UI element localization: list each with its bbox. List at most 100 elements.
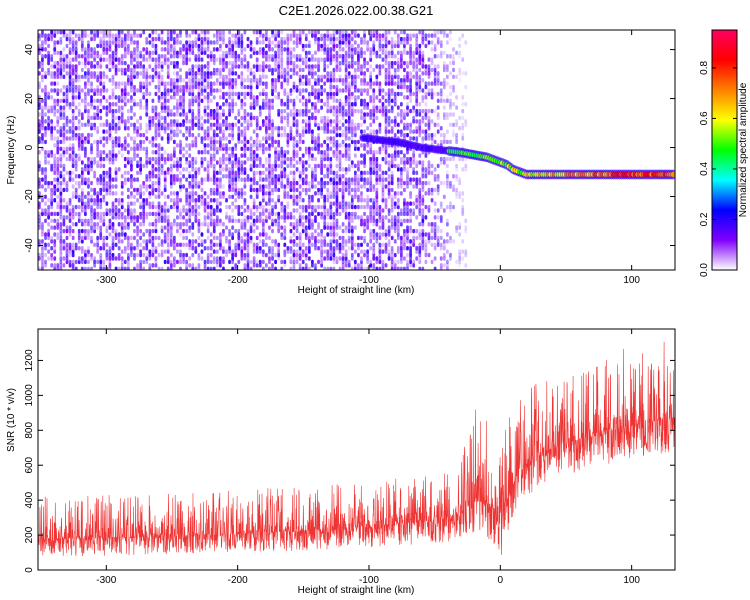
spectrogram-cell (56, 136, 60, 141)
spectrogram-cell (65, 150, 69, 155)
spectrogram-cell (56, 40, 60, 45)
spectrogram-cell (44, 84, 47, 90)
spectrogram-cell (62, 108, 66, 114)
spectrogram-cell (130, 184, 133, 189)
spectrogram-cell (225, 136, 228, 141)
spectrogram-cell (172, 36, 176, 42)
spectrogram-cell (304, 74, 308, 80)
spectrogram-cell (136, 33, 139, 38)
spectrogram-cell (360, 249, 363, 254)
spectrogram-cell (74, 204, 78, 210)
spectrogram-cell (240, 146, 244, 152)
spectrogram-cell (188, 67, 192, 73)
spectrogram-cell (90, 225, 93, 230)
spectrogram-cell (53, 64, 57, 69)
spectrogram-cell (123, 54, 127, 59)
spectrogram-cell (212, 198, 216, 203)
spectrogram-cell (59, 259, 63, 265)
spectrogram-cell (142, 208, 146, 213)
spectrogram-cell (77, 136, 81, 141)
spectrogram-cell (166, 88, 170, 93)
spectrogram-cell (295, 139, 299, 145)
spectrogram-cell (338, 143, 342, 148)
spectrogram-cell (96, 198, 100, 203)
spectrogram-cell (154, 129, 158, 134)
spectrogram-cell (68, 129, 72, 134)
spectrogram-cell (387, 174, 391, 179)
spectrogram-cell (145, 126, 149, 131)
spectrogram-cell (265, 191, 268, 196)
spectrogram-cell (323, 194, 327, 200)
spectrogram-cell (298, 184, 302, 189)
spectrogram-cell (47, 126, 50, 131)
spectrogram-cell (222, 167, 225, 172)
spectrogram-cell (197, 132, 201, 138)
spectrogram-cell (393, 163, 397, 169)
spectrogram-cell (99, 102, 103, 107)
spectrogram-cell (255, 235, 259, 241)
spectrogram-cell (295, 208, 299, 213)
spectrogram-cell (44, 235, 47, 241)
spectrogram-cell (218, 88, 222, 93)
spectrogram-cell (139, 50, 142, 56)
spectrogram-cell (169, 163, 173, 169)
spectrogram-cell (332, 91, 336, 97)
spectrogram-cell (68, 177, 72, 182)
spectrogram-cell (47, 50, 50, 56)
spectrogram-cell (215, 235, 219, 241)
spectrogram-cell (96, 235, 100, 241)
spectrogram-cell (65, 122, 69, 128)
spectrogram-cell (87, 266, 90, 270)
spectrogram-cell (145, 228, 149, 234)
spectrogram-cell (74, 136, 78, 141)
spectrogram-cell (133, 256, 136, 261)
spectrogram-cell (335, 170, 339, 176)
spectrogram-cell (84, 180, 87, 186)
spectrogram-cell (111, 122, 115, 128)
spectrogram-cell (87, 252, 90, 258)
spectrogram-cell (249, 143, 253, 148)
spectrogram-cell (277, 91, 281, 97)
spectrogram-cell (111, 146, 115, 152)
spectrogram-cell (228, 239, 231, 244)
spectrogram-cell (390, 105, 394, 110)
spectrogram-cell (301, 119, 305, 124)
spectrogram-cell (182, 132, 185, 138)
spectrogram-cell (182, 252, 185, 258)
spectrogram-cell (90, 146, 93, 152)
spectrogram-cell (347, 71, 351, 76)
spectrogram-cell (111, 201, 115, 206)
spectrogram-cell (332, 30, 336, 35)
spectrogram-cell (56, 150, 60, 155)
spectrogram-cell (237, 187, 241, 193)
spectrogram-cell (225, 74, 228, 80)
spectrogram-cell (56, 263, 60, 268)
spectrogram-cell (44, 170, 47, 176)
spectrogram-cell (139, 163, 142, 169)
spectrogram-cell (145, 98, 149, 104)
spectrogram-cell (353, 211, 357, 217)
spectrogram-cell (369, 47, 373, 52)
spectrogram-cell (265, 115, 268, 121)
spectrogram-cell (142, 191, 146, 196)
spectrogram-cell (80, 30, 84, 35)
spectrogram-cell (71, 112, 75, 117)
spectrogram-cell (84, 266, 87, 270)
spectrogram-cell (378, 242, 382, 248)
spectrogram-cell (90, 98, 93, 104)
spectrogram-cell (139, 54, 142, 59)
spectrogram-cell (338, 88, 342, 93)
spectrogram-cell (222, 174, 225, 179)
spectrogram-cell (283, 88, 287, 93)
spectrogram-cell (139, 235, 142, 241)
spectrogram-cell (108, 126, 112, 131)
spectrogram-cell (80, 143, 84, 148)
spectrogram-cell (53, 249, 57, 254)
spectrogram-cell (136, 228, 139, 234)
spectrogram-cell (142, 266, 146, 270)
spectrogram-cell (71, 57, 75, 62)
spectrogram-cell (44, 129, 47, 134)
spectrogram-cell (44, 259, 47, 265)
spectrogram-cell (252, 95, 256, 100)
